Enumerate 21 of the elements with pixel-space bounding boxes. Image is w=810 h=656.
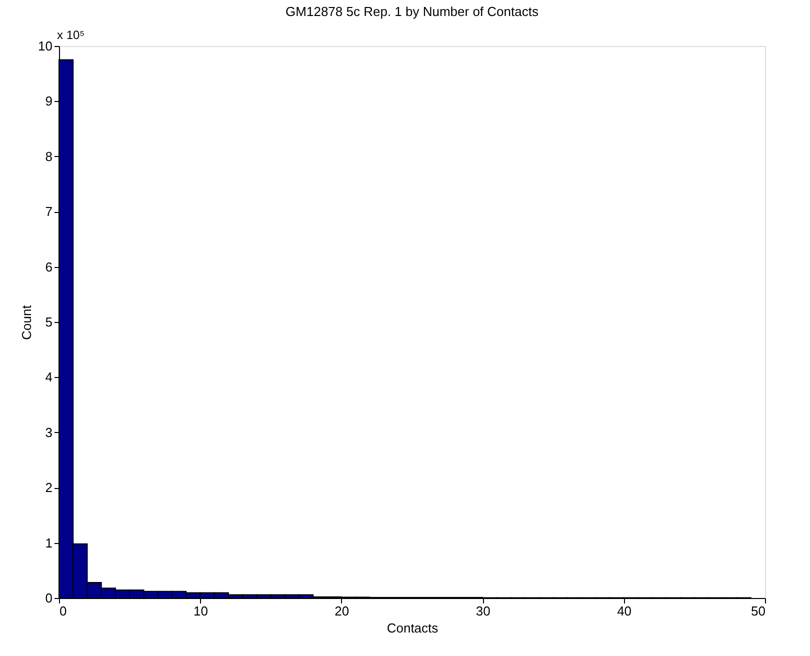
y-tick-label: 4 bbox=[45, 370, 52, 385]
y-tick-label: 9 bbox=[45, 94, 52, 109]
y-tick-label: 10 bbox=[38, 38, 52, 54]
y-tick-label: 1 bbox=[45, 535, 52, 550]
y-tick-label: 8 bbox=[45, 148, 52, 164]
y-tick-label: 0 bbox=[45, 590, 52, 606]
x-tick-label: 20 bbox=[334, 604, 350, 618]
x-tick-label: 40 bbox=[617, 604, 632, 618]
y-tick-label: 2 bbox=[45, 480, 52, 496]
chart-title: GM12878 5c Rep. 1 by Number of Contacts bbox=[286, 4, 539, 19]
x-tick-label: 0 bbox=[60, 604, 67, 618]
text: x 10⁵ bbox=[57, 28, 85, 42]
x-tick-label: 10 bbox=[193, 604, 208, 618]
y-tick-label: 6 bbox=[45, 259, 52, 274]
x-axis-title: Contacts bbox=[386, 620, 439, 636]
y-tick-label: 5 bbox=[45, 314, 52, 330]
x-tick-label: 30 bbox=[476, 604, 490, 618]
x-tick-label: 50 bbox=[751, 604, 766, 618]
y-axis-title: Count bbox=[19, 304, 34, 340]
y-tick-label: 3 bbox=[45, 424, 52, 440]
y-tick-label: 7 bbox=[45, 204, 52, 220]
